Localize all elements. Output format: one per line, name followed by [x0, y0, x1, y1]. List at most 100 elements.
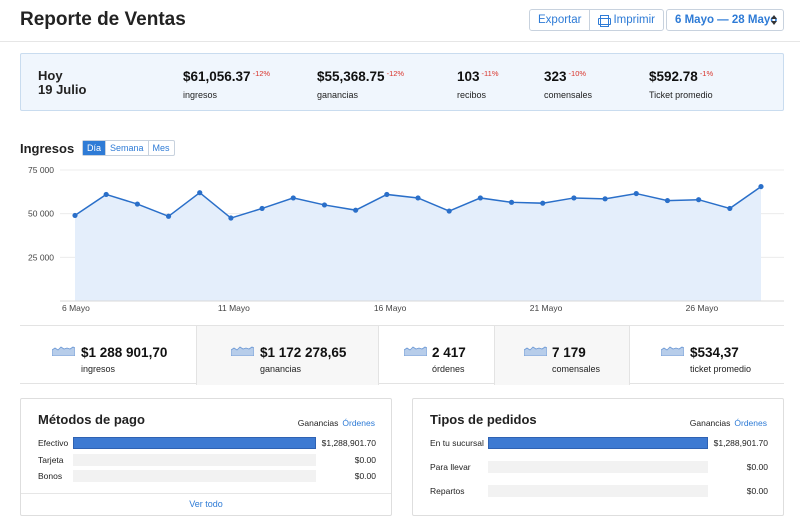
payment-row-efectivo: Efectivo $1,288,901.70 [38, 437, 376, 449]
summary-cell-ticket: $534,37 ticket promedio [630, 326, 784, 385]
card-title: Métodos de pago [38, 412, 145, 427]
payment-methods-card: Métodos de pago Ganancias Órdenes Efectiv… [20, 398, 392, 516]
revenue-area-chart: 25 000 50 000 75 000 6 Mayo 11 Mayo 16 Mayo 21… [28, 165, 784, 313]
row-bar-track [488, 437, 708, 449]
export-label: Exportar [538, 14, 582, 26]
order-row-para-llevar: Para llevar $0.00 [430, 461, 768, 473]
row-bar-track [488, 461, 708, 473]
data-point [477, 195, 483, 201]
y-tick-label: 50 000 [28, 209, 54, 219]
sparkline-icon [404, 346, 427, 356]
stat-value: 323 [544, 69, 567, 84]
toggle-ganancias[interactable]: Ganancias [689, 418, 731, 428]
page-title: Reporte de Ventas [20, 9, 186, 30]
today-stat-ganancias: $55,368.75 -12% ganancias [317, 68, 404, 100]
stat-change: -12% [252, 69, 271, 78]
see-all-link[interactable]: Ver todo [21, 493, 391, 515]
data-point [508, 199, 515, 205]
summary-label: ganancias [260, 364, 302, 374]
period-tabs: Día Semana Mes [82, 140, 175, 156]
summary-value: 7 179 [552, 345, 586, 360]
summary-label: órdenes [432, 364, 465, 374]
summary-value: 2 417 [432, 345, 466, 360]
today-stats-panel: Hoy 19 Julio $61,056.37 -12% ingresos $55… [20, 53, 784, 111]
tab-dia[interactable]: Día [83, 141, 106, 155]
summary-cell-ganancias: $1 172 278,65 ganancias [196, 326, 379, 385]
toggle-ordenes[interactable]: Órdenes [342, 418, 375, 428]
today-stat-ingresos: $61,056.37 -12% ingresos [183, 68, 270, 100]
summary-label: ticket promedio [690, 364, 752, 374]
data-point [602, 196, 608, 202]
row-label: Para llevar [430, 462, 471, 472]
x-tick-label: 16 Mayo [374, 303, 407, 313]
row-label: Tarjeta [38, 455, 64, 465]
summary-cell-ingresos: $1 288 901,70 ingresos [20, 326, 196, 385]
x-tick-label: 26 Mayo [686, 303, 719, 313]
print-label: Imprimir [613, 14, 655, 26]
row-label: En tu sucursal [430, 438, 484, 448]
data-point [696, 197, 702, 203]
metric-toggle: Ganancias Órdenes [298, 418, 375, 428]
data-point [571, 195, 577, 201]
sparkline-icon [661, 346, 684, 356]
row-label: Repartos [430, 486, 465, 496]
tab-mes[interactable]: Mes [147, 141, 174, 155]
data-point [758, 183, 764, 190]
tab-semana[interactable]: Semana [105, 141, 148, 155]
data-point [415, 195, 421, 201]
stat-change: -10% [568, 69, 587, 78]
x-tick-label: 11 Mayo [218, 303, 250, 313]
data-point [321, 202, 328, 208]
row-value: $0.00 [354, 455, 376, 465]
order-row-repartos: Repartos $0.00 [430, 485, 768, 497]
data-point [540, 200, 546, 206]
toggle-ganancias[interactable]: Ganancias [297, 418, 339, 428]
y-tick-label: 25 000 [28, 252, 54, 262]
stat-label: ingresos [183, 90, 218, 100]
row-bar-track [73, 454, 316, 466]
row-bar-track [73, 437, 316, 449]
summary-cell-comensales: 7 179 comensales [494, 326, 630, 385]
row-value: $0.00 [746, 462, 768, 472]
data-point [165, 213, 172, 219]
updown-chevron-icon [771, 15, 777, 25]
row-value: $0.00 [746, 486, 768, 496]
page-header: Reporte de Ventas Exportar Imprimir 6 Ma… [0, 0, 800, 42]
sparkline-icon [52, 346, 75, 356]
order-row-sucursal: En tu sucursal $1,288,901.70 [430, 437, 768, 449]
stat-change: -12% [386, 69, 405, 78]
payment-row-tarjeta: Tarjeta $0.00 [38, 454, 376, 466]
stat-label: comensales [544, 90, 593, 100]
stat-change: -1% [699, 69, 714, 78]
today-stat-comensales: 323 -10% comensales [544, 68, 592, 100]
date-range-value: 6 Mayo — 28 Mayo [675, 14, 778, 26]
card-title: Tipos de pedidos [430, 412, 537, 427]
data-point [664, 197, 671, 204]
order-types-card: Tipos de pedidos Ganancias Órdenes En tu … [412, 398, 784, 516]
data-point [259, 205, 265, 212]
stat-label: Ticket promedio [649, 90, 713, 100]
print-button[interactable]: Imprimir [589, 10, 663, 30]
sparkline-icon [231, 346, 254, 356]
stat-value: $61,056.37 [183, 69, 251, 84]
metric-toggle: Ganancias Órdenes [690, 418, 767, 428]
stat-value: 103 [457, 69, 480, 84]
data-point [134, 201, 140, 207]
date-range-select[interactable]: 6 Mayo — 28 Mayo [666, 9, 784, 31]
data-point [353, 207, 359, 213]
today-date-value: 19 Julio [38, 82, 87, 97]
summary-label: comensales [552, 364, 601, 374]
row-value: $0.00 [354, 471, 376, 481]
data-point [228, 215, 234, 221]
data-point [103, 191, 109, 198]
today-date: Hoy 19 Julio [38, 69, 86, 97]
data-point [633, 190, 639, 197]
printer-icon [598, 15, 612, 27]
toggle-ordenes[interactable]: Órdenes [734, 418, 767, 428]
export-button[interactable]: Exportar [530, 10, 589, 30]
stat-value: $55,368.75 [317, 69, 385, 84]
y-tick-label: 75 000 [28, 165, 54, 175]
sparkline-icon [524, 346, 547, 356]
stat-label: ganancias [317, 90, 359, 100]
x-tick-label: 21 Mayo [530, 303, 563, 313]
